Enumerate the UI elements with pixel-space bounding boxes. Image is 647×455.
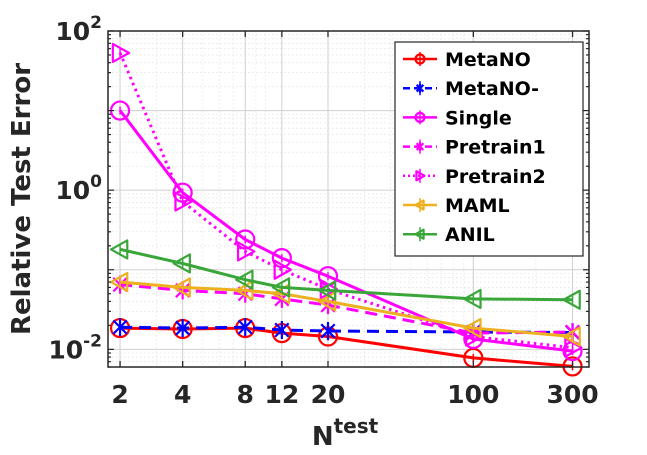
data-point (111, 42, 131, 64)
x-tick-label: 4 (174, 380, 191, 409)
legend: MetaNO MetaNO- Single Pretrain1 Pretrain2 MAM… (394, 41, 584, 257)
legend-label: Single (445, 107, 512, 129)
x-tick-label: 12 (264, 380, 299, 409)
data-point (317, 280, 337, 301)
y-tick-label: 10-2 (48, 331, 102, 364)
legend-item-metano-: MetaNO- (403, 78, 539, 100)
x-axis-title: Ntest (312, 414, 379, 452)
series-anil (109, 239, 581, 310)
legend-box (394, 41, 584, 257)
data-point (274, 321, 290, 340)
legend-marker (414, 53, 426, 65)
data-point (235, 280, 254, 301)
x-tick-label: 100 (447, 380, 499, 409)
data-point (109, 271, 129, 293)
legend-marker (415, 142, 425, 152)
data-point (562, 289, 581, 310)
data-point (465, 326, 484, 347)
legend-item-metano: MetaNO (403, 49, 531, 71)
data-point (172, 253, 191, 274)
x-tick-label: 20 (311, 380, 346, 409)
data-point (235, 269, 254, 290)
x-tick-label: 300 (546, 380, 598, 409)
data-point (172, 277, 191, 298)
legend-label: Pretrain2 (445, 166, 546, 188)
legend-marker (415, 83, 425, 93)
data-point (463, 317, 482, 339)
data-point (109, 239, 129, 260)
series-layer (109, 42, 583, 377)
y-tick-labels: 102 100 10-2 (48, 13, 102, 364)
data-point (175, 319, 191, 338)
legend-item-anil: ANIL (403, 224, 495, 246)
data-point (271, 277, 291, 298)
x-tick-label: 8 (237, 380, 254, 409)
data-point (463, 288, 482, 310)
x-tick-labels: 2 4 8 12 20 100 300 (111, 380, 598, 409)
legend-label: MetaNO (445, 49, 531, 71)
x-tick-label: 2 (111, 380, 128, 409)
legend-marker (414, 228, 425, 240)
legend-label: Pretrain1 (445, 137, 546, 159)
y-tick-label: 100 (55, 172, 102, 205)
data-point (112, 318, 128, 337)
data-point (273, 259, 292, 280)
data-point (237, 318, 253, 337)
legend-item-single: Single (403, 107, 512, 129)
legend-marker (415, 170, 426, 182)
plot-frame (107, 30, 590, 368)
data-point (236, 241, 256, 262)
data-point (317, 291, 337, 312)
y-axis-title: Relative Test Error (7, 63, 37, 335)
y-tick-label: 102 (55, 13, 102, 46)
data-point (562, 326, 581, 347)
ticks (108, 30, 589, 368)
legend-item-pretrain1: Pretrain1 (403, 137, 546, 159)
data-point (174, 191, 193, 212)
legend-marker (414, 111, 426, 124)
legend-label: ANIL (445, 224, 495, 246)
legend-item-maml: MAML (403, 195, 510, 217)
legend-marker (414, 199, 425, 211)
legend-item-pretrain2: Pretrain2 (403, 166, 546, 188)
legend-label: MAML (445, 195, 510, 217)
legend-label: MetaNO- (445, 78, 539, 100)
data-point (320, 322, 336, 341)
series-maml (109, 271, 581, 347)
